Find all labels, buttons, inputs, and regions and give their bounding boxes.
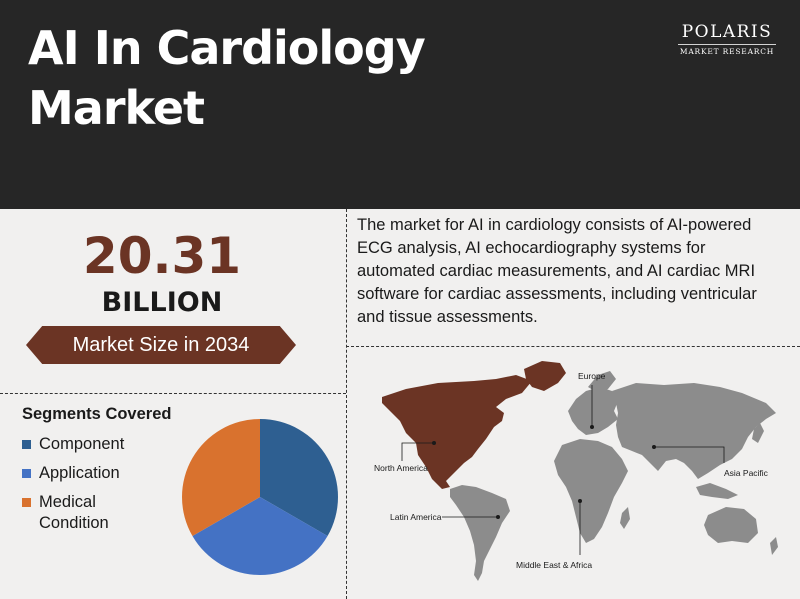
map-region-africa: [554, 439, 628, 543]
market-size-label: Market Size in 2034: [72, 333, 250, 356]
legend-item-medical-condition: Medical Condition: [22, 492, 149, 534]
map-region-latin-america: [450, 485, 510, 581]
legend-item-application: Application: [22, 463, 149, 484]
map-label-mea: Middle East & Africa: [516, 560, 592, 570]
polaris-logo: POLARIS MARKET RESEARCH: [678, 22, 776, 57]
map-label-latin-america: Latin America: [390, 512, 442, 522]
logo-divider: [678, 44, 776, 45]
legend-label-application: Application: [39, 464, 120, 482]
map-region-southeast-asia: [696, 483, 738, 499]
segments-title: Segments Covered: [22, 405, 172, 423]
title-line-1: AI In Cardiology: [28, 21, 426, 75]
market-size-value: 20.31: [82, 227, 242, 285]
vertical-divider: [346, 209, 347, 599]
map-label-north-america: North America: [374, 463, 428, 473]
leader-line-asia-pacific: [654, 446, 725, 463]
segments-legend: Component Application Medical Condition: [22, 434, 149, 534]
map-region-greenland: [524, 361, 566, 391]
leader-line-north-america: [401, 442, 434, 461]
page-title: AI In Cardiology Market: [28, 18, 426, 138]
map-region-north-america: [382, 375, 532, 489]
marker-latin-america: [496, 515, 500, 519]
legend-label-medical-condition: Medical Condition: [39, 493, 109, 532]
market-size-banner: Market Size in 2034: [26, 326, 296, 364]
map-region-europe: [568, 387, 618, 435]
market-description: The market for AI in cardiology consists…: [357, 216, 757, 326]
segments-pie-chart: [182, 419, 338, 575]
legend-swatch-component: [22, 440, 31, 449]
legend-swatch-medical-condition: [22, 498, 31, 507]
right-horizontal-divider: [346, 346, 800, 347]
map-region-madagascar: [620, 507, 630, 529]
marker-north-america: [432, 441, 436, 445]
map-region-scandinavia: [588, 371, 616, 393]
logo-subtitle: MARKET RESEARCH: [679, 47, 775, 56]
map-region-asia: [612, 383, 776, 479]
world-map: Europe North America Asia Pacific Latin …: [374, 361, 778, 581]
pie-slice-application: [192, 497, 328, 575]
map-region-japan: [752, 423, 764, 443]
title-line-2: Market: [28, 81, 205, 135]
legend-swatch-application: [22, 469, 31, 478]
map-label-asia-pacific: Asia Pacific: [724, 468, 769, 478]
header-band: AI In Cardiology Market POLARIS MARKET R…: [0, 0, 800, 209]
market-size-unit: BILLION: [101, 287, 223, 318]
marker-asia-pacific: [652, 445, 656, 449]
map-label-europe: Europe: [578, 371, 606, 381]
logo-name: POLARIS: [681, 22, 773, 42]
left-horizontal-divider: [0, 393, 346, 394]
map-region-new-zealand: [770, 537, 778, 555]
legend-label-component: Component: [39, 435, 125, 453]
pie-slice-component: [260, 419, 338, 536]
map-region-australia: [704, 507, 758, 543]
legend-item-component: Component: [22, 434, 149, 455]
marker-europe: [590, 425, 594, 429]
pie-slice-medical-condition: [182, 419, 260, 537]
marker-mea: [578, 499, 582, 503]
